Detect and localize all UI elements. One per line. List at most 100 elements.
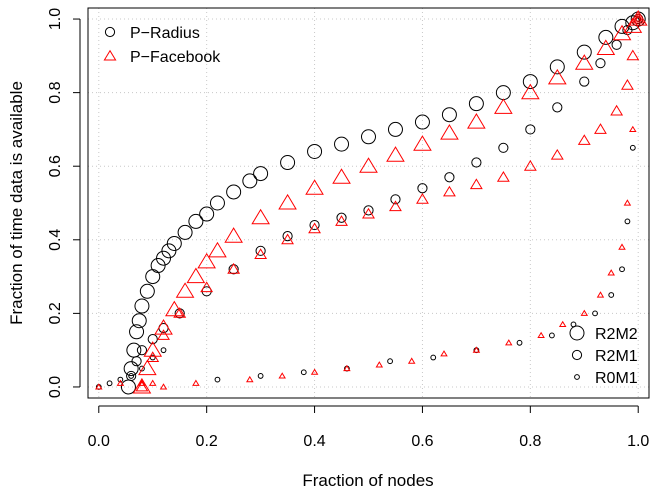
data-point xyxy=(469,178,483,190)
data-point xyxy=(631,12,645,24)
data-point xyxy=(305,179,324,195)
data-point xyxy=(136,345,148,356)
data-point xyxy=(363,205,374,216)
data-point xyxy=(574,54,594,70)
data-point xyxy=(467,113,486,129)
data-point xyxy=(138,379,146,386)
data-point xyxy=(132,377,152,394)
data-point xyxy=(413,135,432,151)
data-point xyxy=(116,379,125,386)
data-point xyxy=(200,281,214,293)
data-point xyxy=(444,172,455,183)
data-point xyxy=(208,241,227,258)
data-point xyxy=(126,370,137,382)
data-point xyxy=(577,134,591,145)
legend-size-label: R2M2 xyxy=(595,326,638,343)
data-point xyxy=(595,58,606,69)
data-point xyxy=(146,351,160,362)
data-point xyxy=(308,222,321,234)
data-point xyxy=(607,269,615,276)
data-point xyxy=(505,339,513,346)
data-point xyxy=(147,334,158,345)
data-point xyxy=(389,200,402,212)
data-point xyxy=(417,183,428,194)
y-tick-label: 1.0 xyxy=(47,8,64,30)
data-point xyxy=(95,383,103,390)
data-point xyxy=(161,243,177,259)
data-point xyxy=(516,339,523,346)
data-point xyxy=(197,252,216,269)
data-point xyxy=(596,39,616,55)
legend-marker-triangle xyxy=(103,49,117,61)
data-point xyxy=(199,206,215,222)
data-point xyxy=(177,224,193,240)
x-tick-label: 0.4 xyxy=(303,433,325,450)
data-point xyxy=(522,74,538,90)
y-tick-label: 0.6 xyxy=(47,155,64,177)
data-point xyxy=(375,361,384,368)
data-point xyxy=(537,331,545,338)
data-point xyxy=(280,155,296,171)
data-point xyxy=(549,332,555,339)
data-point xyxy=(186,267,206,284)
data-point xyxy=(334,136,350,152)
data-point xyxy=(596,291,605,298)
data-point xyxy=(226,184,242,200)
data-point xyxy=(131,313,147,329)
y-axis: 0.0 0.2 0.4 0.6 0.8 1.0 xyxy=(47,8,81,398)
data-point xyxy=(416,193,429,204)
data-point xyxy=(309,219,320,231)
x-tick-label: 0.8 xyxy=(519,433,541,450)
data-point xyxy=(521,83,540,100)
data-point xyxy=(336,212,347,223)
data-point xyxy=(148,379,157,386)
series-layer xyxy=(95,10,648,395)
series-p-facebook-r2m2 xyxy=(132,10,648,394)
data-point xyxy=(598,29,614,45)
data-point xyxy=(126,342,142,358)
y-tick-label: 0.8 xyxy=(47,81,64,103)
data-point xyxy=(359,157,378,173)
data-point xyxy=(149,354,156,361)
data-point xyxy=(594,123,607,134)
data-point xyxy=(443,185,456,197)
data-point xyxy=(343,364,351,372)
color-legend: P−Radius P−Facebook xyxy=(103,25,221,66)
data-point xyxy=(300,369,307,376)
x-axis: 0.0 0.2 0.4 0.6 0.8 1.0 xyxy=(88,405,649,450)
data-point xyxy=(608,292,615,298)
x-axis-label: Fraction of nodes xyxy=(302,471,433,490)
data-point xyxy=(580,309,589,316)
data-point xyxy=(361,129,376,145)
y-tick-label: 0.2 xyxy=(47,302,64,324)
grid-lines xyxy=(88,8,649,398)
legend-marker-circle xyxy=(104,26,116,38)
data-point xyxy=(552,102,563,113)
data-point xyxy=(629,125,637,132)
data-point xyxy=(634,15,642,22)
data-point xyxy=(242,173,258,189)
data-point xyxy=(145,269,161,285)
data-point xyxy=(278,193,297,210)
data-point xyxy=(157,329,170,340)
data-point xyxy=(307,143,323,159)
data-point xyxy=(209,195,225,211)
data-point xyxy=(549,59,565,75)
data-point xyxy=(626,49,640,61)
data-point xyxy=(255,245,266,256)
data-point xyxy=(135,380,149,392)
data-point xyxy=(472,346,481,353)
data-point xyxy=(430,354,437,361)
data-point xyxy=(282,231,293,242)
data-point xyxy=(387,358,393,365)
series-p-facebook-r0m1 xyxy=(95,15,642,390)
data-point xyxy=(150,258,166,274)
legend-size-marker xyxy=(571,349,583,361)
data-point xyxy=(165,300,184,317)
data-point xyxy=(621,79,634,90)
data-point xyxy=(159,383,168,390)
data-point xyxy=(128,373,135,379)
data-point xyxy=(611,39,622,50)
data-point xyxy=(414,114,430,130)
